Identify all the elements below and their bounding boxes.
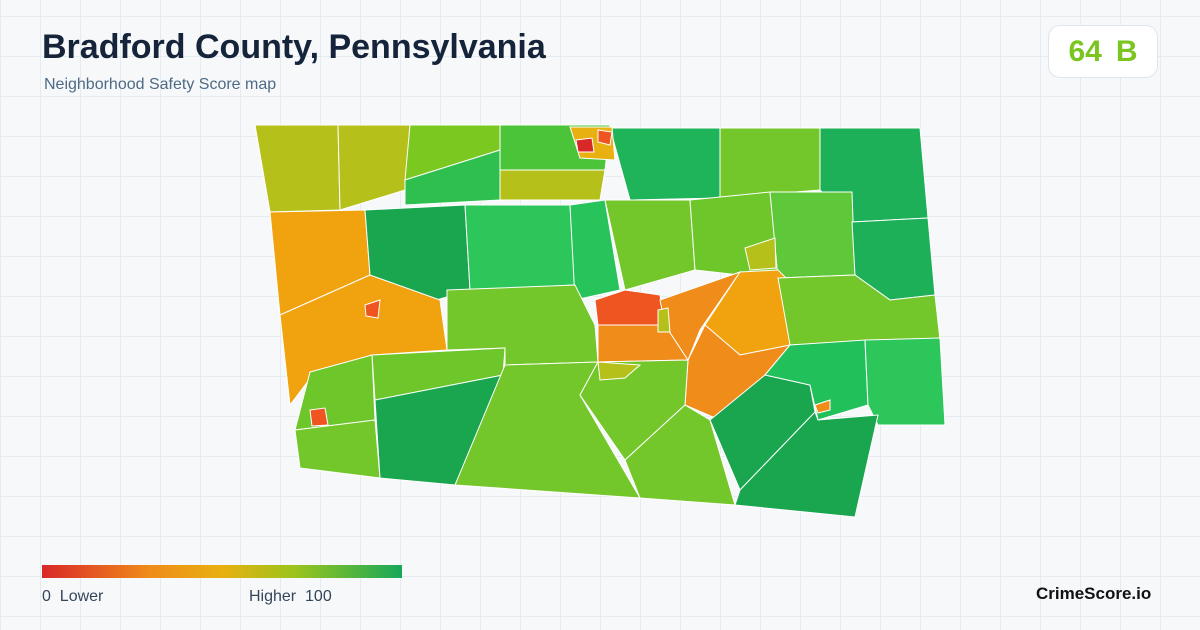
legend-min: 0 Lower [42,588,103,606]
score-value: 64 [1068,34,1102,68]
legend-max-label: Higher [249,588,297,605]
legend-min-value: 0 [42,588,51,605]
brand: CrimeScore.io [1036,584,1152,603]
legend-max-value: 100 [305,588,332,605]
title: Bradford County, Pennsylvania [42,28,546,66]
score-grade: B [1115,34,1138,68]
legend-max: Higher 100 [249,588,332,606]
subtitle: Neighborhood Safety Score map [44,76,277,93]
legend-min-label: Lower [59,588,104,605]
legend-gradient [42,565,402,578]
county-regions [254,124,946,518]
score-badge: 64 B [1048,25,1158,78]
